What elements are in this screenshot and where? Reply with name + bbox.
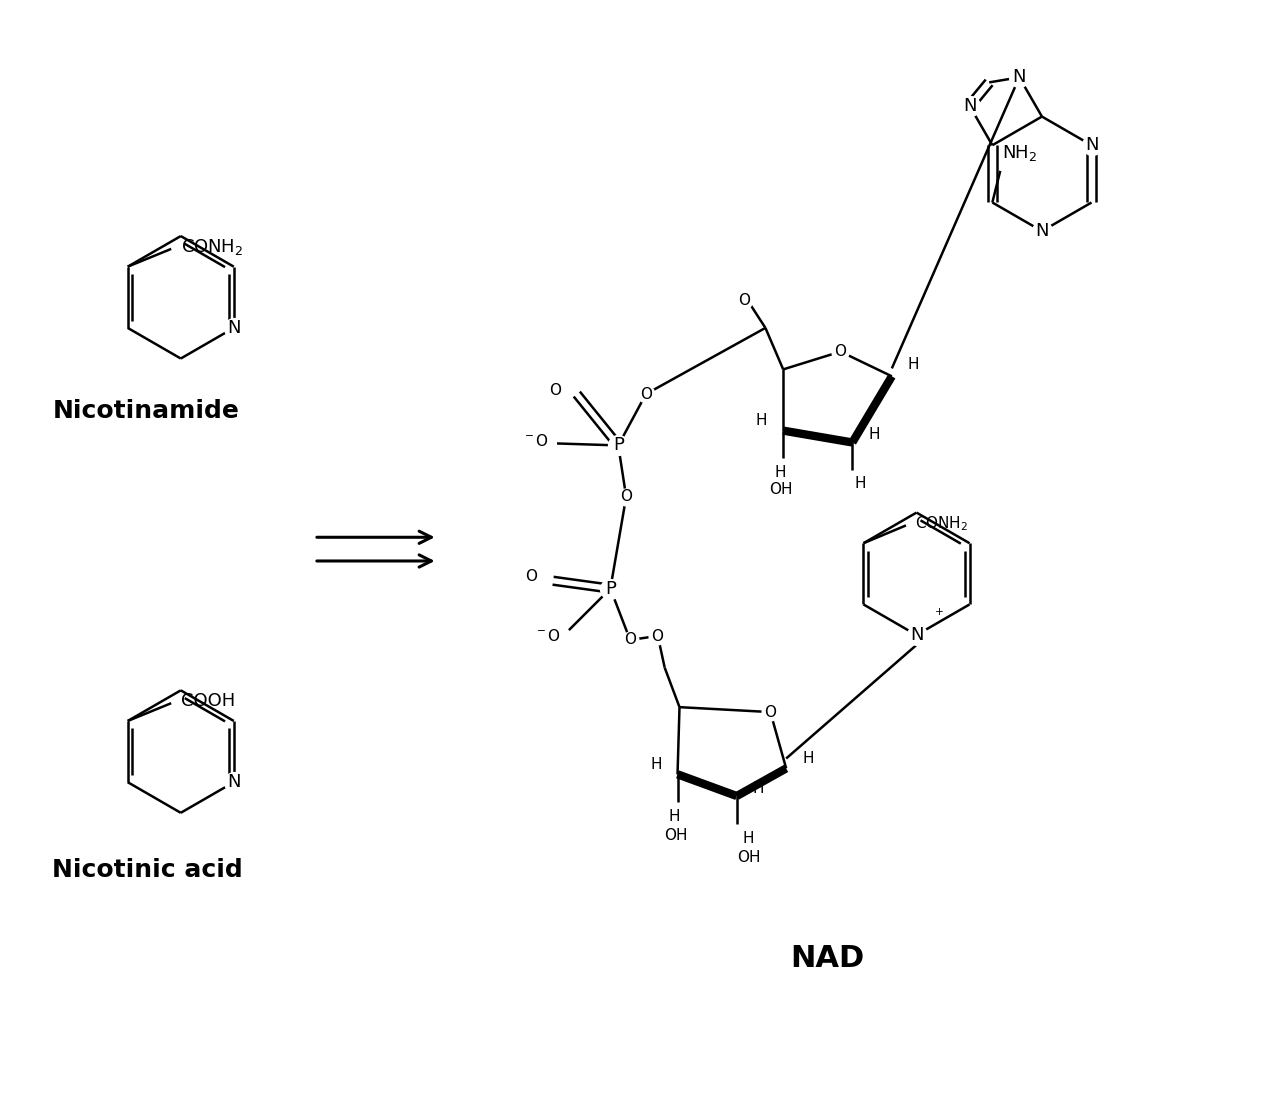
Text: O: O bbox=[650, 629, 663, 643]
Text: NAD: NAD bbox=[791, 944, 865, 974]
Text: COOH: COOH bbox=[180, 693, 236, 711]
Text: OH: OH bbox=[664, 828, 687, 843]
Text: P: P bbox=[613, 436, 623, 454]
Text: N: N bbox=[1036, 223, 1048, 241]
Text: $^-$O: $^-$O bbox=[534, 628, 561, 645]
Text: N: N bbox=[227, 773, 241, 791]
Text: H: H bbox=[908, 357, 919, 372]
Text: H: H bbox=[753, 781, 764, 796]
Text: CONH$_2$: CONH$_2$ bbox=[915, 514, 968, 533]
Text: O: O bbox=[737, 293, 750, 308]
Text: H: H bbox=[774, 464, 786, 480]
Text: OH: OH bbox=[769, 482, 794, 497]
Text: P: P bbox=[605, 580, 616, 598]
Text: O: O bbox=[549, 383, 561, 397]
Text: OH: OH bbox=[737, 849, 760, 865]
Text: H: H bbox=[803, 751, 814, 767]
Text: CONH$_2$: CONH$_2$ bbox=[180, 237, 243, 257]
Text: N: N bbox=[1012, 68, 1027, 86]
Text: O: O bbox=[835, 345, 846, 359]
Text: N: N bbox=[963, 97, 977, 115]
Text: O: O bbox=[525, 570, 538, 584]
Text: NH$_2$: NH$_2$ bbox=[1002, 143, 1038, 163]
Text: H: H bbox=[855, 477, 867, 491]
Text: N: N bbox=[227, 319, 241, 337]
Text: O: O bbox=[625, 632, 636, 648]
Text: O: O bbox=[764, 705, 777, 720]
Text: N: N bbox=[1085, 137, 1098, 154]
Text: $^+$: $^+$ bbox=[932, 608, 945, 623]
Text: N: N bbox=[910, 626, 923, 645]
Text: Nicotinamide: Nicotinamide bbox=[52, 398, 239, 423]
Text: $^-$O: $^-$O bbox=[522, 433, 549, 450]
Text: O: O bbox=[621, 489, 632, 505]
Text: H: H bbox=[868, 427, 879, 442]
Text: H: H bbox=[742, 831, 754, 846]
Text: H: H bbox=[755, 413, 767, 429]
Text: H: H bbox=[669, 809, 680, 825]
Text: O: O bbox=[640, 386, 652, 402]
Text: Nicotinic acid: Nicotinic acid bbox=[52, 858, 243, 882]
Text: H: H bbox=[650, 756, 662, 772]
